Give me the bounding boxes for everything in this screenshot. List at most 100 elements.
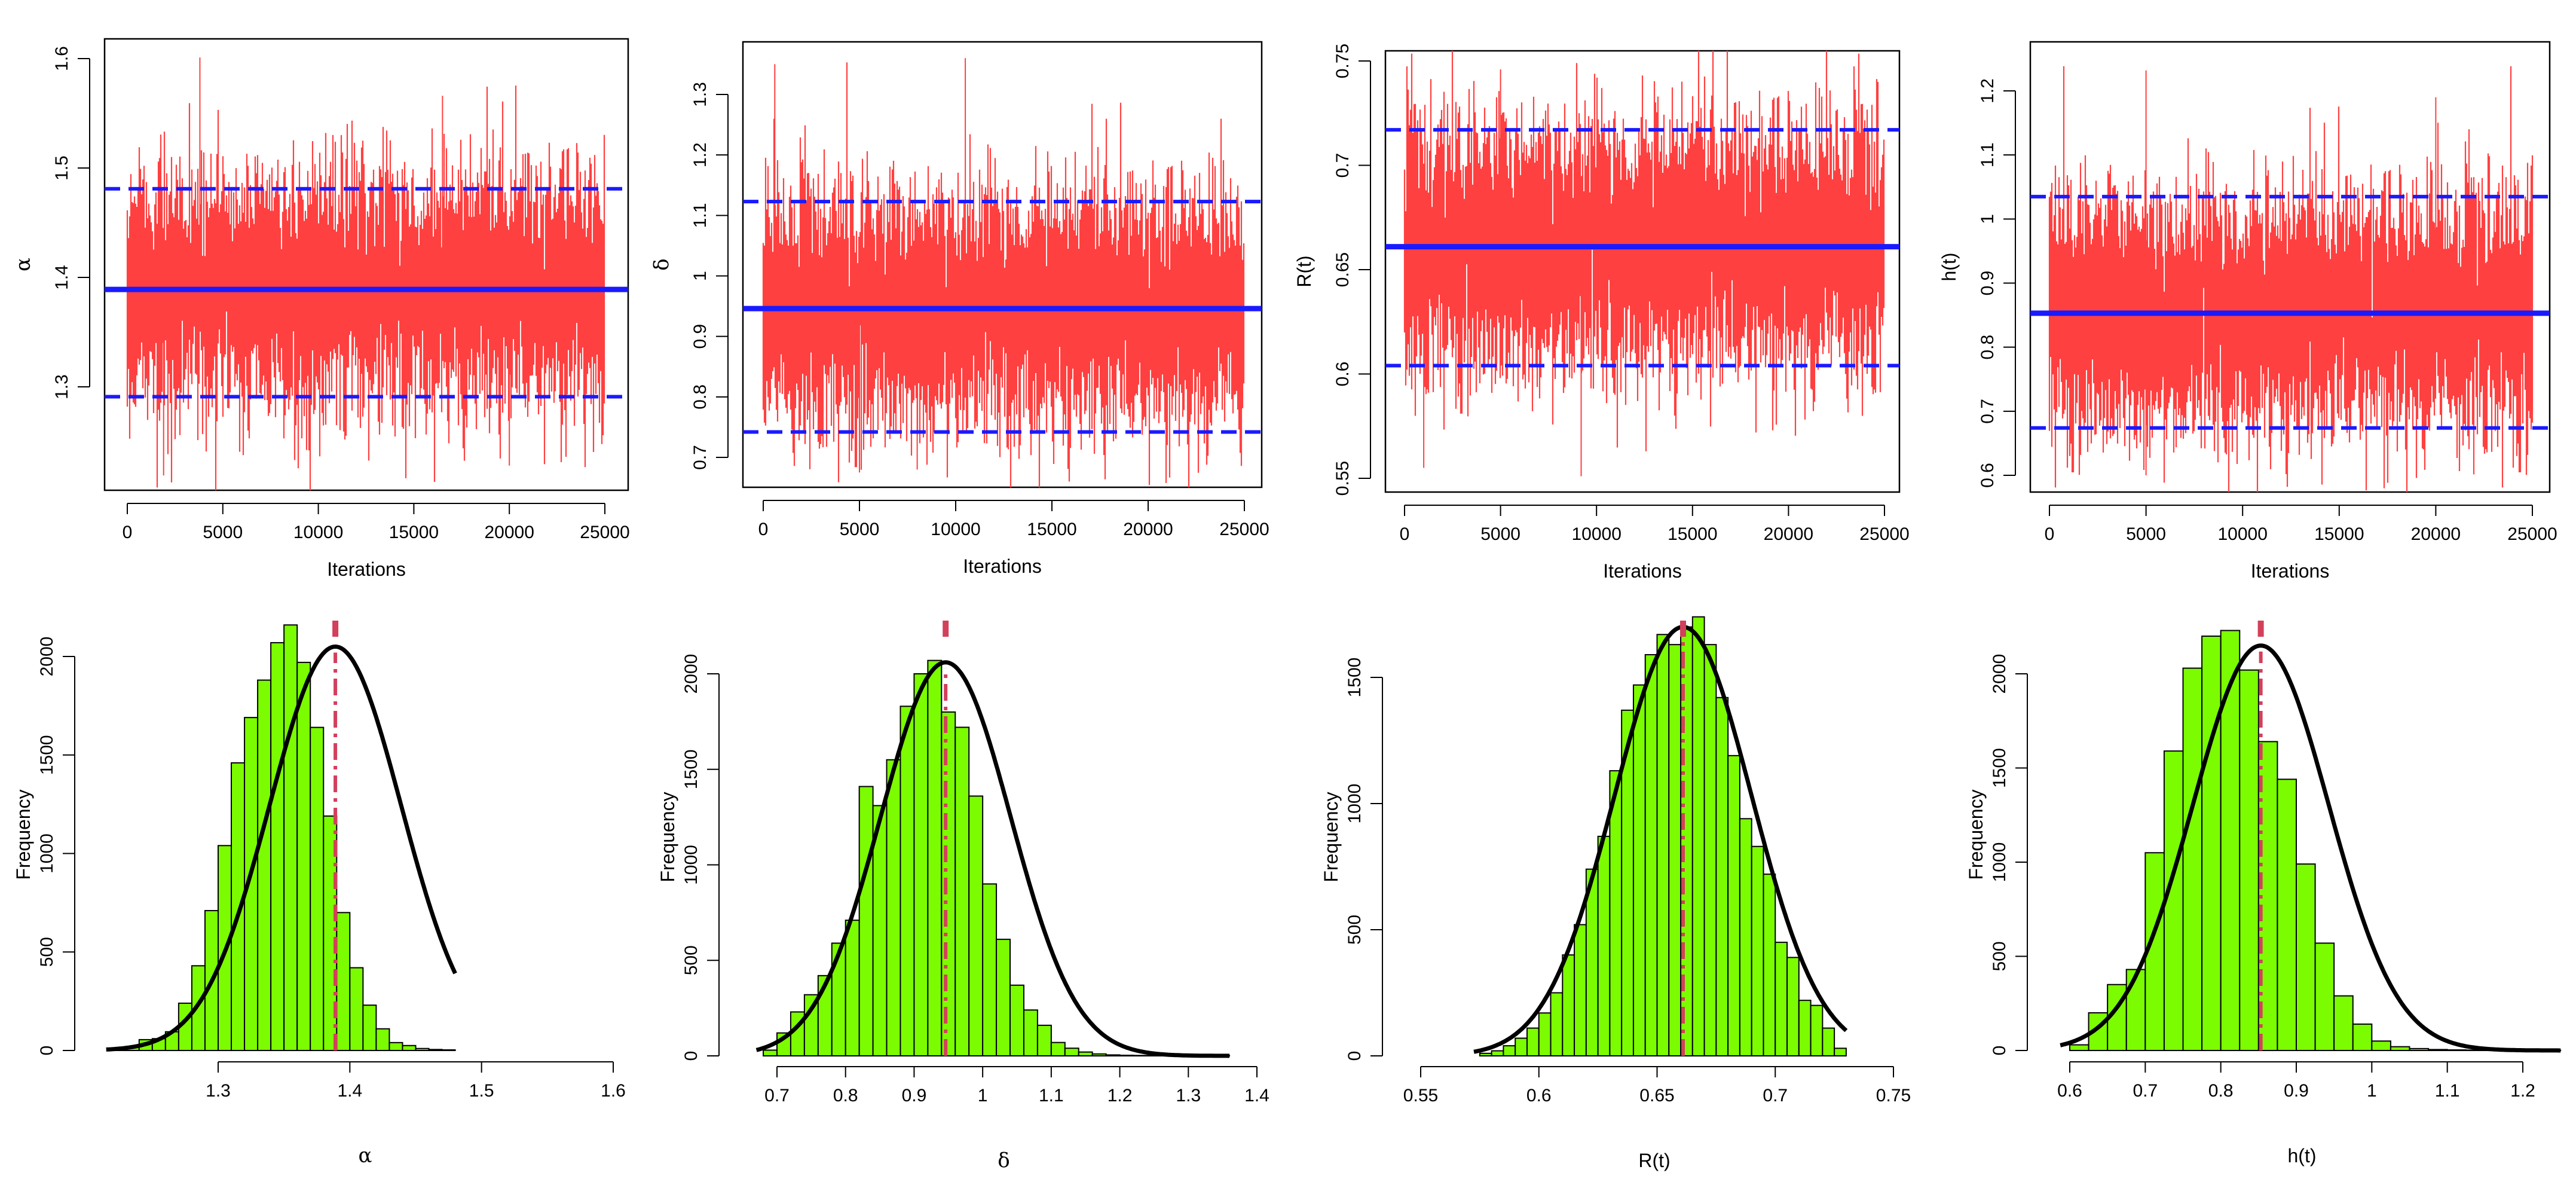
hist-alpha-y-tick-label: 2000 (37, 637, 57, 677)
hist-h-bar (2352, 1023, 2373, 1052)
hist-h-xlabel: h(t) (2288, 1145, 2317, 1166)
hist-h-ylabel: Frequency (1965, 789, 1987, 879)
hist-R-bar (1775, 942, 1788, 1056)
hist-R-bar (1491, 1050, 1504, 1057)
hist-delta-bar (763, 1049, 778, 1057)
hist-h-bar (2201, 636, 2222, 1051)
hist-delta-bar (1078, 1051, 1093, 1056)
hist-R-bar (1786, 957, 1800, 1057)
hist-alpha-y-tick-label: 500 (37, 937, 57, 967)
hist-R-bar (1526, 1027, 1540, 1056)
hist-alpha-bar (310, 726, 325, 1051)
trace-R-frame (1384, 50, 1901, 493)
trace-h-y-tick-label: 0.8 (1978, 335, 1997, 360)
hist-alpha-x-tick-label: 1.6 (601, 1081, 626, 1101)
trace-R-x-tick-label: 15000 (1668, 524, 1717, 544)
hist-h-bar (2182, 667, 2203, 1052)
hist-alpha-xlabel: α (359, 1144, 372, 1168)
trace-h-xlabel: Iterations (2251, 560, 2330, 582)
trace-h-y-tick-label: 1.1 (1978, 142, 1997, 167)
hist-alpha-bar (415, 1047, 430, 1051)
hist-R-bar (1656, 634, 1670, 1056)
hist-R-y-tick-label: 500 (1345, 915, 1365, 945)
hist-delta-bar (1036, 1024, 1052, 1057)
hist-alpha: 0 500 1000 1500 2000 1.3 1.4 1.5 1.6 Frequency α (13, 621, 626, 1168)
trace-delta-xlabel: Iterations (963, 555, 1042, 577)
hist-alpha-y-tick-label: 1000 (37, 833, 57, 874)
trace-h-y-tick-label: 0.9 (1978, 271, 1997, 296)
hist-h-x-tick-label: 0.8 (2208, 1081, 2234, 1101)
hist-delta-bar (1023, 1009, 1038, 1056)
trace-R-y-tick-label: 0.6 (1333, 362, 1353, 387)
trace-delta-x-tick-label: 5000 (840, 520, 880, 539)
hist-delta-bar (982, 883, 998, 1056)
hist-h: 0 500 1000 1500 2000 0.6 0.7 0.8 0.9 1 1.1 1.2 Frequ… (1965, 621, 2562, 1166)
hist-delta-bar (845, 920, 860, 1057)
hist-delta-bar (1050, 1042, 1066, 1057)
trace-h-x-tick-label: 5000 (2126, 524, 2166, 544)
hist-R-bar (1810, 1004, 1824, 1056)
hist-alpha-x-tick-label: 1.5 (469, 1081, 494, 1101)
hist-R-bar (1562, 954, 1575, 1056)
trace-alpha-x-tick-label: 25000 (580, 523, 629, 542)
hist-h-x-tick-label: 0.7 (2133, 1081, 2158, 1101)
trace-h-frame (2029, 41, 2551, 493)
trace-delta-x-tick-label: 20000 (1123, 520, 1173, 539)
hist-alpha-x-tick-label: 1.4 (337, 1081, 362, 1101)
trace-delta: 0.7 0.8 0.9 1 1.1 1.2 1.3 0 5000 10000 15000 20000 2… (650, 41, 1269, 577)
trace-h-x-tick-label: 15000 (2314, 524, 2364, 544)
hist-R-x-tick-label: 0.6 (1526, 1086, 1552, 1105)
trace-R-y-tick-label: 0.55 (1333, 461, 1353, 496)
hist-R-x-tick-label: 0.65 (1639, 1086, 1674, 1105)
hist-alpha-bar (362, 1004, 377, 1051)
trace-h-x-tick-label: 25000 (2507, 524, 2557, 544)
hist-h-x-tick-label: 1.2 (2510, 1081, 2535, 1101)
hist-h-bar (2069, 1044, 2089, 1052)
hist-h-y-tick-label: 0 (1990, 1046, 2009, 1056)
hist-alpha-bar (296, 661, 311, 1051)
hist-R-bar (1644, 654, 1658, 1056)
trace-delta-y-tick-label: 1.1 (690, 203, 710, 228)
hist-h-y-tick-label: 1000 (1990, 842, 2009, 882)
hist-alpha-bar (402, 1045, 417, 1051)
hist-h-y-tick-label: 1500 (1990, 748, 2009, 788)
hist-delta-y-tick-label: 0 (681, 1051, 701, 1061)
trace-h-x-tick-label: 20000 (2411, 524, 2461, 544)
hist-h-bar (2390, 1046, 2410, 1051)
hist-h-density-curve (2060, 643, 2561, 1053)
hist-alpha-y-tick-label: 1500 (37, 735, 57, 775)
hist-h-y-tick-label: 2000 (1990, 654, 2009, 694)
hist-alpha-y-tick-label: 0 (37, 1046, 57, 1056)
hist-delta-ylabel: Frequency (657, 792, 678, 882)
trace-delta-y-tick-label: 0.8 (690, 384, 710, 410)
hist-h-bar (2220, 630, 2241, 1052)
hist-delta: 0 500 1000 1500 2000 0.7 0.8 0.9 1 1.1 1.2 1.3 1.4 Fr… (657, 621, 1269, 1172)
hist-R-bar (1798, 1000, 1812, 1057)
hist-delta-bar (941, 711, 956, 1056)
hist-R-bar (1538, 1012, 1552, 1057)
trace-alpha-x-tick-label: 0 (123, 523, 133, 542)
hist-h-bar (2163, 750, 2184, 1052)
hist-R-xlabel: R(t) (1638, 1150, 1670, 1171)
hist-h-bar (2239, 669, 2259, 1051)
trace-delta-y-tick-label: 1 (690, 271, 710, 281)
hist-alpha-bar (257, 679, 272, 1052)
trace-h-y-tick-label: 0.6 (1978, 463, 1997, 488)
hist-h-bar (2333, 995, 2354, 1052)
trace-h-trace-path (2048, 66, 2534, 492)
hist-h-bar (2409, 1047, 2430, 1051)
hist-delta-bar (858, 786, 874, 1056)
trace-R: 0.55 0.6 0.65 0.7 0.75 0 5000 10000 15000 20000 25… (1293, 44, 1910, 582)
hist-delta-x-tick-label: 1.3 (1176, 1086, 1201, 1105)
trace-delta-x-tick-label: 10000 (931, 520, 980, 539)
hist-h-bar (2428, 1049, 2448, 1052)
hist-R-bar (1515, 1037, 1528, 1056)
trace-h-y-tick-label: 1.2 (1978, 78, 1997, 103)
hist-R-bar (1751, 845, 1764, 1056)
trace-alpha-y-tick-label: 1.4 (52, 265, 72, 290)
trace-delta-trace (762, 58, 1245, 487)
hist-delta-xlabel: δ (998, 1149, 1009, 1172)
trace-delta-trace-path (762, 62, 1245, 487)
hist-delta-bar (1009, 984, 1024, 1057)
